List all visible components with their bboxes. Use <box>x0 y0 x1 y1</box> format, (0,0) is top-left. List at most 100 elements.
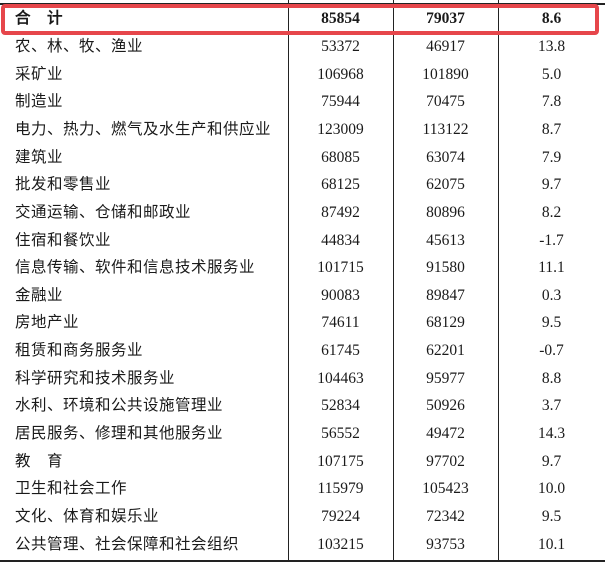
industry-name: 批发和零售业 <box>15 176 112 194</box>
table-row: 住宿和餐饮业 44834 45613 -1.7 <box>0 226 605 254</box>
industry-name: 建筑业 <box>15 148 64 166</box>
growth-rate-col: 8.2 <box>541 203 562 221</box>
table-row: 电力、热力、燃气及水生产和供应业 123009 113122 8.7 <box>0 116 605 144</box>
value-col-2: 63074 <box>426 148 465 166</box>
growth-rate-col: 3.7 <box>541 397 562 415</box>
column-separator-1 <box>288 0 289 562</box>
value-col-1: 56552 <box>321 425 360 443</box>
value-col-1: 106968 <box>317 65 364 83</box>
value-col-1: 85854 <box>321 10 360 28</box>
growth-rate-col: 9.5 <box>541 507 562 525</box>
growth-rate-col: 9.7 <box>541 452 562 470</box>
table-row: 文化、体育和娱乐业 79224 72342 9.5 <box>0 503 605 531</box>
industry-name: 信息传输、软件和信息技术服务业 <box>15 259 256 277</box>
value-col-1: 87492 <box>321 203 360 221</box>
industry-name: 水利、环境和公共设施管理业 <box>15 397 224 415</box>
growth-rate-col: 10.1 <box>537 535 566 553</box>
table-row: 公共管理、社会保障和社会组织 103215 93753 10.1 <box>0 531 605 559</box>
table-row: 信息传输、软件和信息技术服务业 101715 91580 11.1 <box>0 254 605 282</box>
value-col-1: 52834 <box>321 397 360 415</box>
industry-name: 金融业 <box>15 286 64 304</box>
industry-name: 农、林、牧、渔业 <box>15 38 144 56</box>
value-col-1: 79224 <box>321 507 360 525</box>
table-row: 居民服务、修理和其他服务业 56552 49472 14.3 <box>0 420 605 448</box>
growth-rate-col: 8.7 <box>541 120 562 138</box>
value-col-2: 95977 <box>426 369 465 387</box>
value-col-2: 50926 <box>426 397 465 415</box>
table-row: 批发和零售业 68125 62075 9.7 <box>0 171 605 199</box>
growth-rate-col: 7.8 <box>541 93 562 111</box>
growth-rate-col: 14.3 <box>537 425 566 443</box>
value-col-1: 101715 <box>317 259 364 277</box>
value-col-1: 44834 <box>321 231 360 249</box>
table-row: 合 计 85854 79037 8.6 <box>0 5 605 33</box>
industry-name: 电力、热力、燃气及水生产和供应业 <box>15 120 272 138</box>
value-col-1: 68085 <box>321 148 360 166</box>
industry-name: 教 育 <box>15 452 64 470</box>
growth-rate-col: 9.5 <box>541 314 562 332</box>
industry-name: 交通运输、仓储和邮政业 <box>15 203 192 221</box>
table-row: 卫生和社会工作 115979 105423 10.0 <box>0 475 605 503</box>
growth-rate-col: -0.7 <box>539 342 564 360</box>
value-col-2: 97702 <box>426 452 465 470</box>
value-col-2: 45613 <box>426 231 465 249</box>
growth-rate-col: 10.0 <box>537 480 566 498</box>
table-row: 水利、环境和公共设施管理业 52834 50926 3.7 <box>0 392 605 420</box>
industry-name: 文化、体育和娱乐业 <box>15 507 160 525</box>
value-col-1: 74611 <box>321 314 360 332</box>
table-row: 科学研究和技术服务业 104463 95977 8.8 <box>0 365 605 393</box>
table-row: 采矿业 106968 101890 5.0 <box>0 61 605 89</box>
value-col-1: 104463 <box>317 369 364 387</box>
table-row: 金融业 90083 89847 0.3 <box>0 282 605 310</box>
industry-name: 住宿和餐饮业 <box>15 231 112 249</box>
value-col-2: 70475 <box>426 93 465 111</box>
growth-rate-col: 11.1 <box>538 259 565 277</box>
industry-name: 居民服务、修理和其他服务业 <box>15 425 224 443</box>
column-separator-3 <box>498 0 499 562</box>
value-col-1: 75944 <box>321 93 360 111</box>
table-bottom-rule <box>0 560 605 562</box>
value-col-2: 80896 <box>426 203 465 221</box>
growth-rate-col: 8.8 <box>541 369 562 387</box>
value-col-1: 61745 <box>321 342 360 360</box>
table-row: 建筑业 68085 63074 7.9 <box>0 144 605 172</box>
table-rows: 合 计 85854 79037 8.6 农、林、牧、渔业 53372 46917… <box>0 5 605 558</box>
value-col-2: 93753 <box>426 535 465 553</box>
industry-name: 合 计 <box>15 10 64 28</box>
value-col-2: 46917 <box>426 38 465 56</box>
value-col-1: 107175 <box>317 452 364 470</box>
value-col-2: 113122 <box>422 120 469 138</box>
column-separator-2 <box>393 0 394 562</box>
growth-rate-col: 9.7 <box>541 176 562 194</box>
table-row: 交通运输、仓储和邮政业 87492 80896 8.2 <box>0 199 605 227</box>
value-col-2: 89847 <box>426 286 465 304</box>
value-col-1: 123009 <box>317 120 364 138</box>
growth-rate-col: -1.7 <box>539 231 564 249</box>
value-col-2: 105423 <box>422 480 469 498</box>
growth-rate-col: 13.8 <box>537 38 566 56</box>
value-col-2: 68129 <box>426 314 465 332</box>
value-col-1: 103215 <box>317 535 364 553</box>
value-col-1: 90083 <box>321 286 360 304</box>
value-col-1: 53372 <box>321 38 360 56</box>
industry-name: 采矿业 <box>15 65 64 83</box>
industry-name: 租赁和商务服务业 <box>15 342 144 360</box>
value-col-2: 101890 <box>422 65 469 83</box>
growth-rate-col: 7.9 <box>541 148 562 166</box>
growth-rate-col: 8.6 <box>541 10 562 28</box>
value-col-2: 62201 <box>426 342 465 360</box>
industry-name: 卫生和社会工作 <box>15 480 128 498</box>
table-row: 农、林、牧、渔业 53372 46917 13.8 <box>0 33 605 61</box>
value-col-2: 91580 <box>426 259 465 277</box>
growth-rate-col: 0.3 <box>541 286 562 304</box>
industry-name: 科学研究和技术服务业 <box>15 369 176 387</box>
growth-rate-col: 5.0 <box>541 65 562 83</box>
industry-name: 制造业 <box>15 93 64 111</box>
table-row: 教 育 107175 97702 9.7 <box>0 448 605 476</box>
value-col-2: 49472 <box>426 425 465 443</box>
value-col-2: 79037 <box>426 10 465 28</box>
table-row: 房地产业 74611 68129 9.5 <box>0 309 605 337</box>
value-col-1: 68125 <box>321 176 360 194</box>
table-row: 租赁和商务服务业 61745 62201 -0.7 <box>0 337 605 365</box>
